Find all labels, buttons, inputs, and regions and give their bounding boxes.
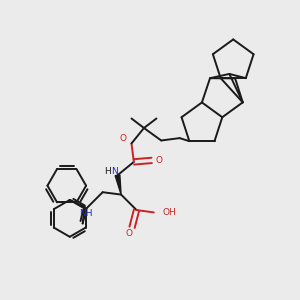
Text: H: H [104,167,110,176]
Text: OH: OH [162,208,176,217]
Text: NH: NH [80,209,93,218]
Text: O: O [156,156,163,165]
Text: O: O [120,134,127,142]
Text: O: O [126,229,133,238]
Text: N: N [111,167,118,176]
Polygon shape [115,175,121,195]
